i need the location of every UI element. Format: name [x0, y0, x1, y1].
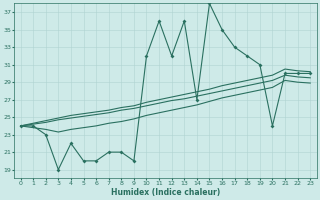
X-axis label: Humidex (Indice chaleur): Humidex (Indice chaleur)	[111, 188, 220, 197]
